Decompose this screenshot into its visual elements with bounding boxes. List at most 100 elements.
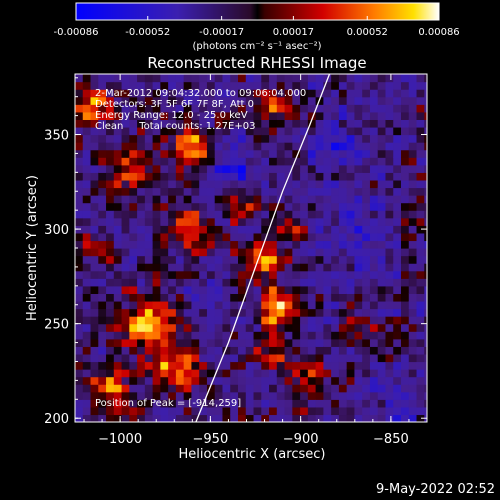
heatmap-cell (331, 376, 340, 385)
heatmap-cell (206, 270, 216, 279)
heatmap-cell (315, 134, 324, 143)
heatmap-cell (183, 391, 193, 400)
heatmap-cell (90, 89, 99, 98)
heatmap-cell (276, 89, 286, 98)
heatmap-cell (315, 376, 324, 385)
heatmap-cell (90, 164, 99, 173)
heatmap-cell (222, 285, 231, 294)
heatmap-cell (261, 81, 270, 90)
heatmap-cell (354, 346, 363, 355)
heatmap-cell (199, 142, 208, 151)
heatmap-cell (144, 210, 154, 219)
heatmap-cell (253, 308, 262, 317)
heatmap-cell (284, 164, 293, 173)
heatmap-cell (206, 316, 216, 325)
heatmap-cell (168, 414, 177, 422)
heatmap-cell (253, 195, 262, 204)
heatmap-cell (416, 255, 425, 264)
heatmap-cell (222, 111, 231, 120)
heatmap-cell (424, 399, 427, 408)
heatmap-cell (152, 179, 161, 189)
heatmap-cell (238, 104, 247, 113)
heatmap-cell (75, 293, 84, 302)
heatmap-cell (323, 316, 332, 325)
heatmap-cell (385, 270, 394, 279)
heatmap-cell (253, 119, 262, 128)
heatmap-cell (385, 293, 394, 302)
heatmap-cell (362, 134, 371, 143)
heatmap-cell (121, 210, 130, 219)
heatmap-cell (338, 119, 348, 128)
heatmap-cell (401, 361, 410, 370)
heatmap-cell (346, 361, 356, 370)
heatmap-cell (385, 172, 394, 181)
heatmap-cell (199, 361, 208, 370)
heatmap-cell (206, 104, 216, 113)
heatmap-cell (175, 187, 185, 196)
heatmap-cell (346, 157, 356, 166)
heatmap-cell (284, 308, 293, 317)
heatmap-cell (238, 308, 247, 317)
heatmap-cell (168, 399, 177, 408)
heatmap-cell (307, 406, 317, 416)
heatmap-cell (238, 353, 247, 363)
heatmap-cell (175, 406, 185, 416)
heatmap-cell (331, 149, 340, 158)
heatmap-cell (230, 149, 239, 158)
heatmap-cell (261, 96, 270, 105)
heatmap-cell (331, 384, 340, 393)
heatmap-cell (206, 331, 216, 340)
heatmap-cell (362, 263, 371, 272)
heatmap-cell (253, 293, 262, 302)
heatmap-cell (300, 300, 309, 310)
heatmap-cell (137, 96, 146, 105)
heatmap-cell (168, 316, 177, 325)
heatmap-cell (284, 225, 293, 234)
heatmap-cell (276, 210, 286, 219)
heatmap-cell (238, 111, 247, 120)
heatmap-cell (408, 157, 418, 166)
heatmap-cell (129, 278, 138, 287)
heatmap-cell (315, 157, 324, 166)
heatmap-cell (284, 384, 293, 393)
heatmap-cell (307, 172, 317, 181)
heatmap-cell (106, 263, 115, 272)
heatmap-cell (175, 391, 185, 400)
heatmap-cell (152, 149, 161, 158)
heatmap-cell (323, 225, 332, 234)
heatmap-cell (424, 391, 427, 400)
heatmap-cell (261, 285, 270, 294)
heatmap-cell (385, 232, 394, 242)
heatmap-cell (408, 195, 418, 204)
heatmap-cell (75, 406, 84, 416)
heatmap-cell (238, 187, 247, 196)
heatmap-cell (191, 406, 200, 416)
heatmap-cell (253, 353, 262, 363)
heatmap-cell (424, 202, 427, 211)
heatmap-cell (230, 232, 239, 242)
heatmap-cell (253, 414, 262, 422)
heatmap-cell (269, 195, 278, 204)
heatmap-cell (253, 96, 262, 105)
heatmap-cell (238, 316, 247, 325)
heatmap-cell (393, 353, 402, 363)
heatmap-cell (346, 142, 356, 151)
heatmap-cell (160, 308, 169, 317)
heatmap-cell (98, 210, 107, 219)
heatmap-cell (338, 187, 348, 196)
heatmap-cell (113, 300, 123, 310)
heatmap-cell (253, 240, 262, 249)
heatmap-cell (168, 187, 177, 196)
heatmap-cell (362, 225, 371, 234)
heatmap-cell (276, 406, 286, 416)
heatmap-cell (377, 89, 387, 98)
heatmap-cell (206, 248, 216, 257)
heatmap-cell (401, 142, 410, 151)
heatmap-cell (82, 126, 92, 136)
heatmap-cell (269, 361, 278, 370)
heatmap-cell (82, 210, 92, 219)
heatmap-cell (82, 195, 92, 204)
heatmap-cell (401, 240, 410, 249)
heatmap-cell (331, 308, 340, 317)
heatmap-cell (408, 406, 418, 416)
